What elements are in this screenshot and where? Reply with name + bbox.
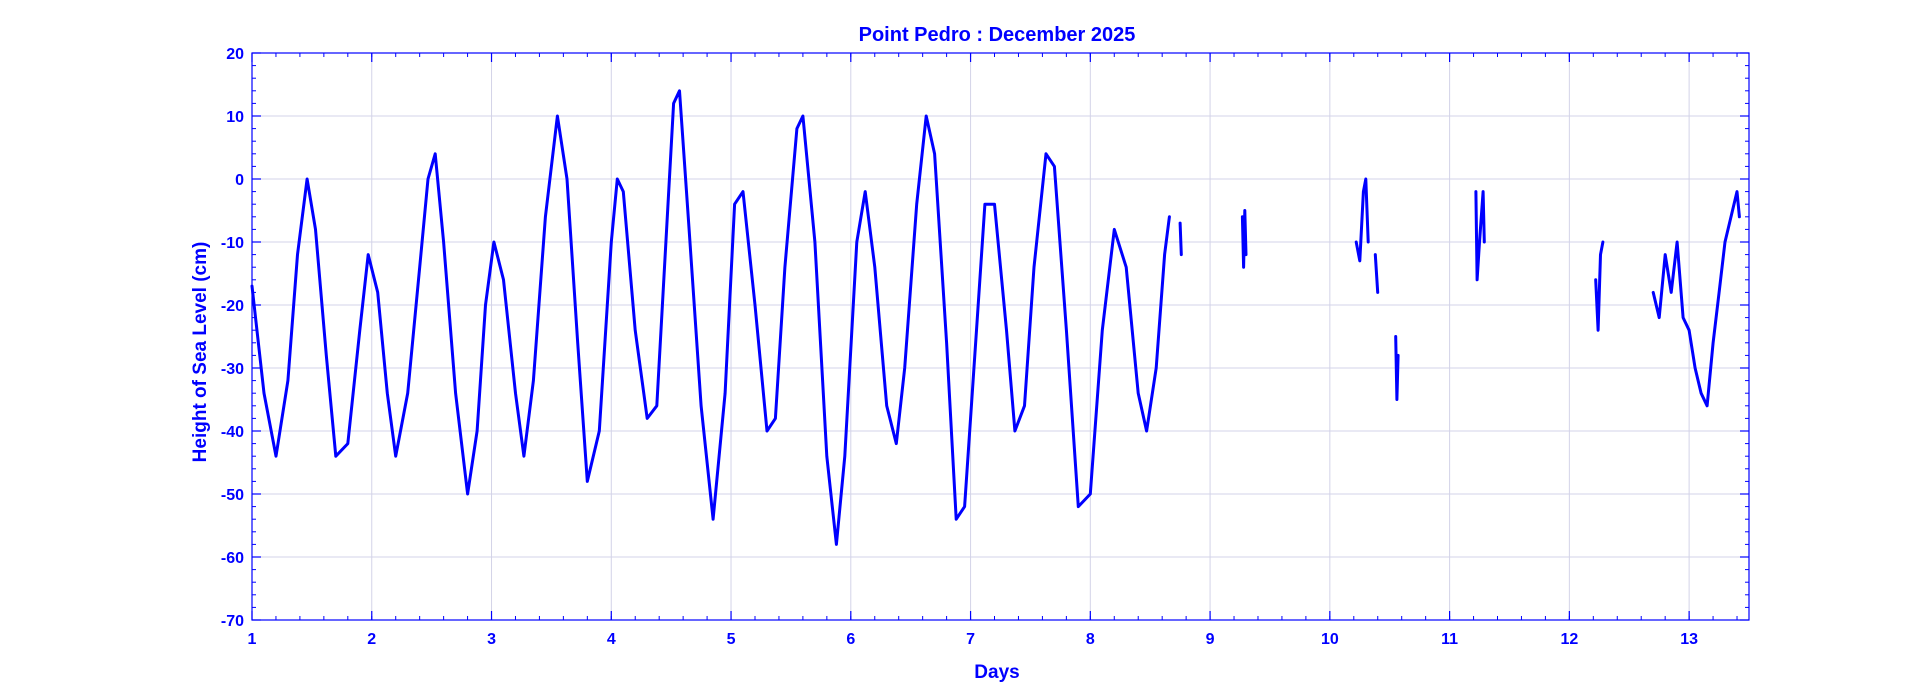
- x-tick-label: 3: [487, 631, 496, 648]
- plot-border: [251, 52, 1750, 621]
- series-line-segment: [250, 89, 1171, 546]
- series-line-segment: [1651, 190, 1741, 408]
- x-tick-label: 10: [1321, 631, 1339, 648]
- y-tick-label: -60: [221, 550, 244, 567]
- x-tick-label: 7: [966, 631, 975, 648]
- y-tick-label: 10: [226, 109, 244, 126]
- x-tick-label: 6: [846, 631, 855, 648]
- y-tick-label: -40: [221, 424, 244, 441]
- x-tick-label: 8: [1086, 631, 1095, 648]
- series-line-segment: [1373, 253, 1380, 294]
- y-tick-label: -30: [221, 361, 244, 378]
- x-tick-label: 13: [1680, 631, 1698, 648]
- x-tick-label: 11: [1441, 631, 1458, 648]
- x-tick-label: 1: [248, 631, 257, 648]
- y-tick-label: 0: [235, 172, 244, 189]
- y-tick-label: 20: [226, 46, 244, 63]
- series-line-segment: [1394, 335, 1400, 401]
- x-axis-ticks: 1 2 3 4 5 6 7 8 9 10 11 12 13: [248, 631, 1699, 648]
- x-tick-label: 2: [367, 631, 376, 648]
- y-axis-label: Height of Sea Level (cm): [190, 242, 211, 463]
- x-tick-label: 5: [727, 631, 736, 648]
- y-tick-label: -50: [221, 487, 244, 504]
- y-axis-ticks: 20 10 0 -10 -20 -30 -40 -50 -60 -70: [221, 46, 244, 630]
- y-tick-label: -10: [221, 235, 244, 252]
- x-tick-label: 4: [607, 631, 616, 648]
- series-line-segment: [1178, 221, 1183, 257]
- series-line-segment: [1594, 240, 1605, 332]
- x-tick-label: 12: [1560, 631, 1578, 648]
- x-axis-label: Days: [974, 662, 1019, 683]
- y-tick-label: -70: [221, 613, 244, 630]
- y-tick-label: -20: [221, 298, 244, 315]
- series-line-segment: [1474, 190, 1486, 282]
- series-layer: [250, 89, 1741, 546]
- chart-title: Point Pedro : December 2025: [859, 24, 1136, 46]
- x-tick-label: 9: [1206, 631, 1215, 648]
- series-line-segment: [1240, 209, 1248, 269]
- series-line-segment: [1354, 177, 1370, 263]
- plot-frame: [251, 52, 1750, 621]
